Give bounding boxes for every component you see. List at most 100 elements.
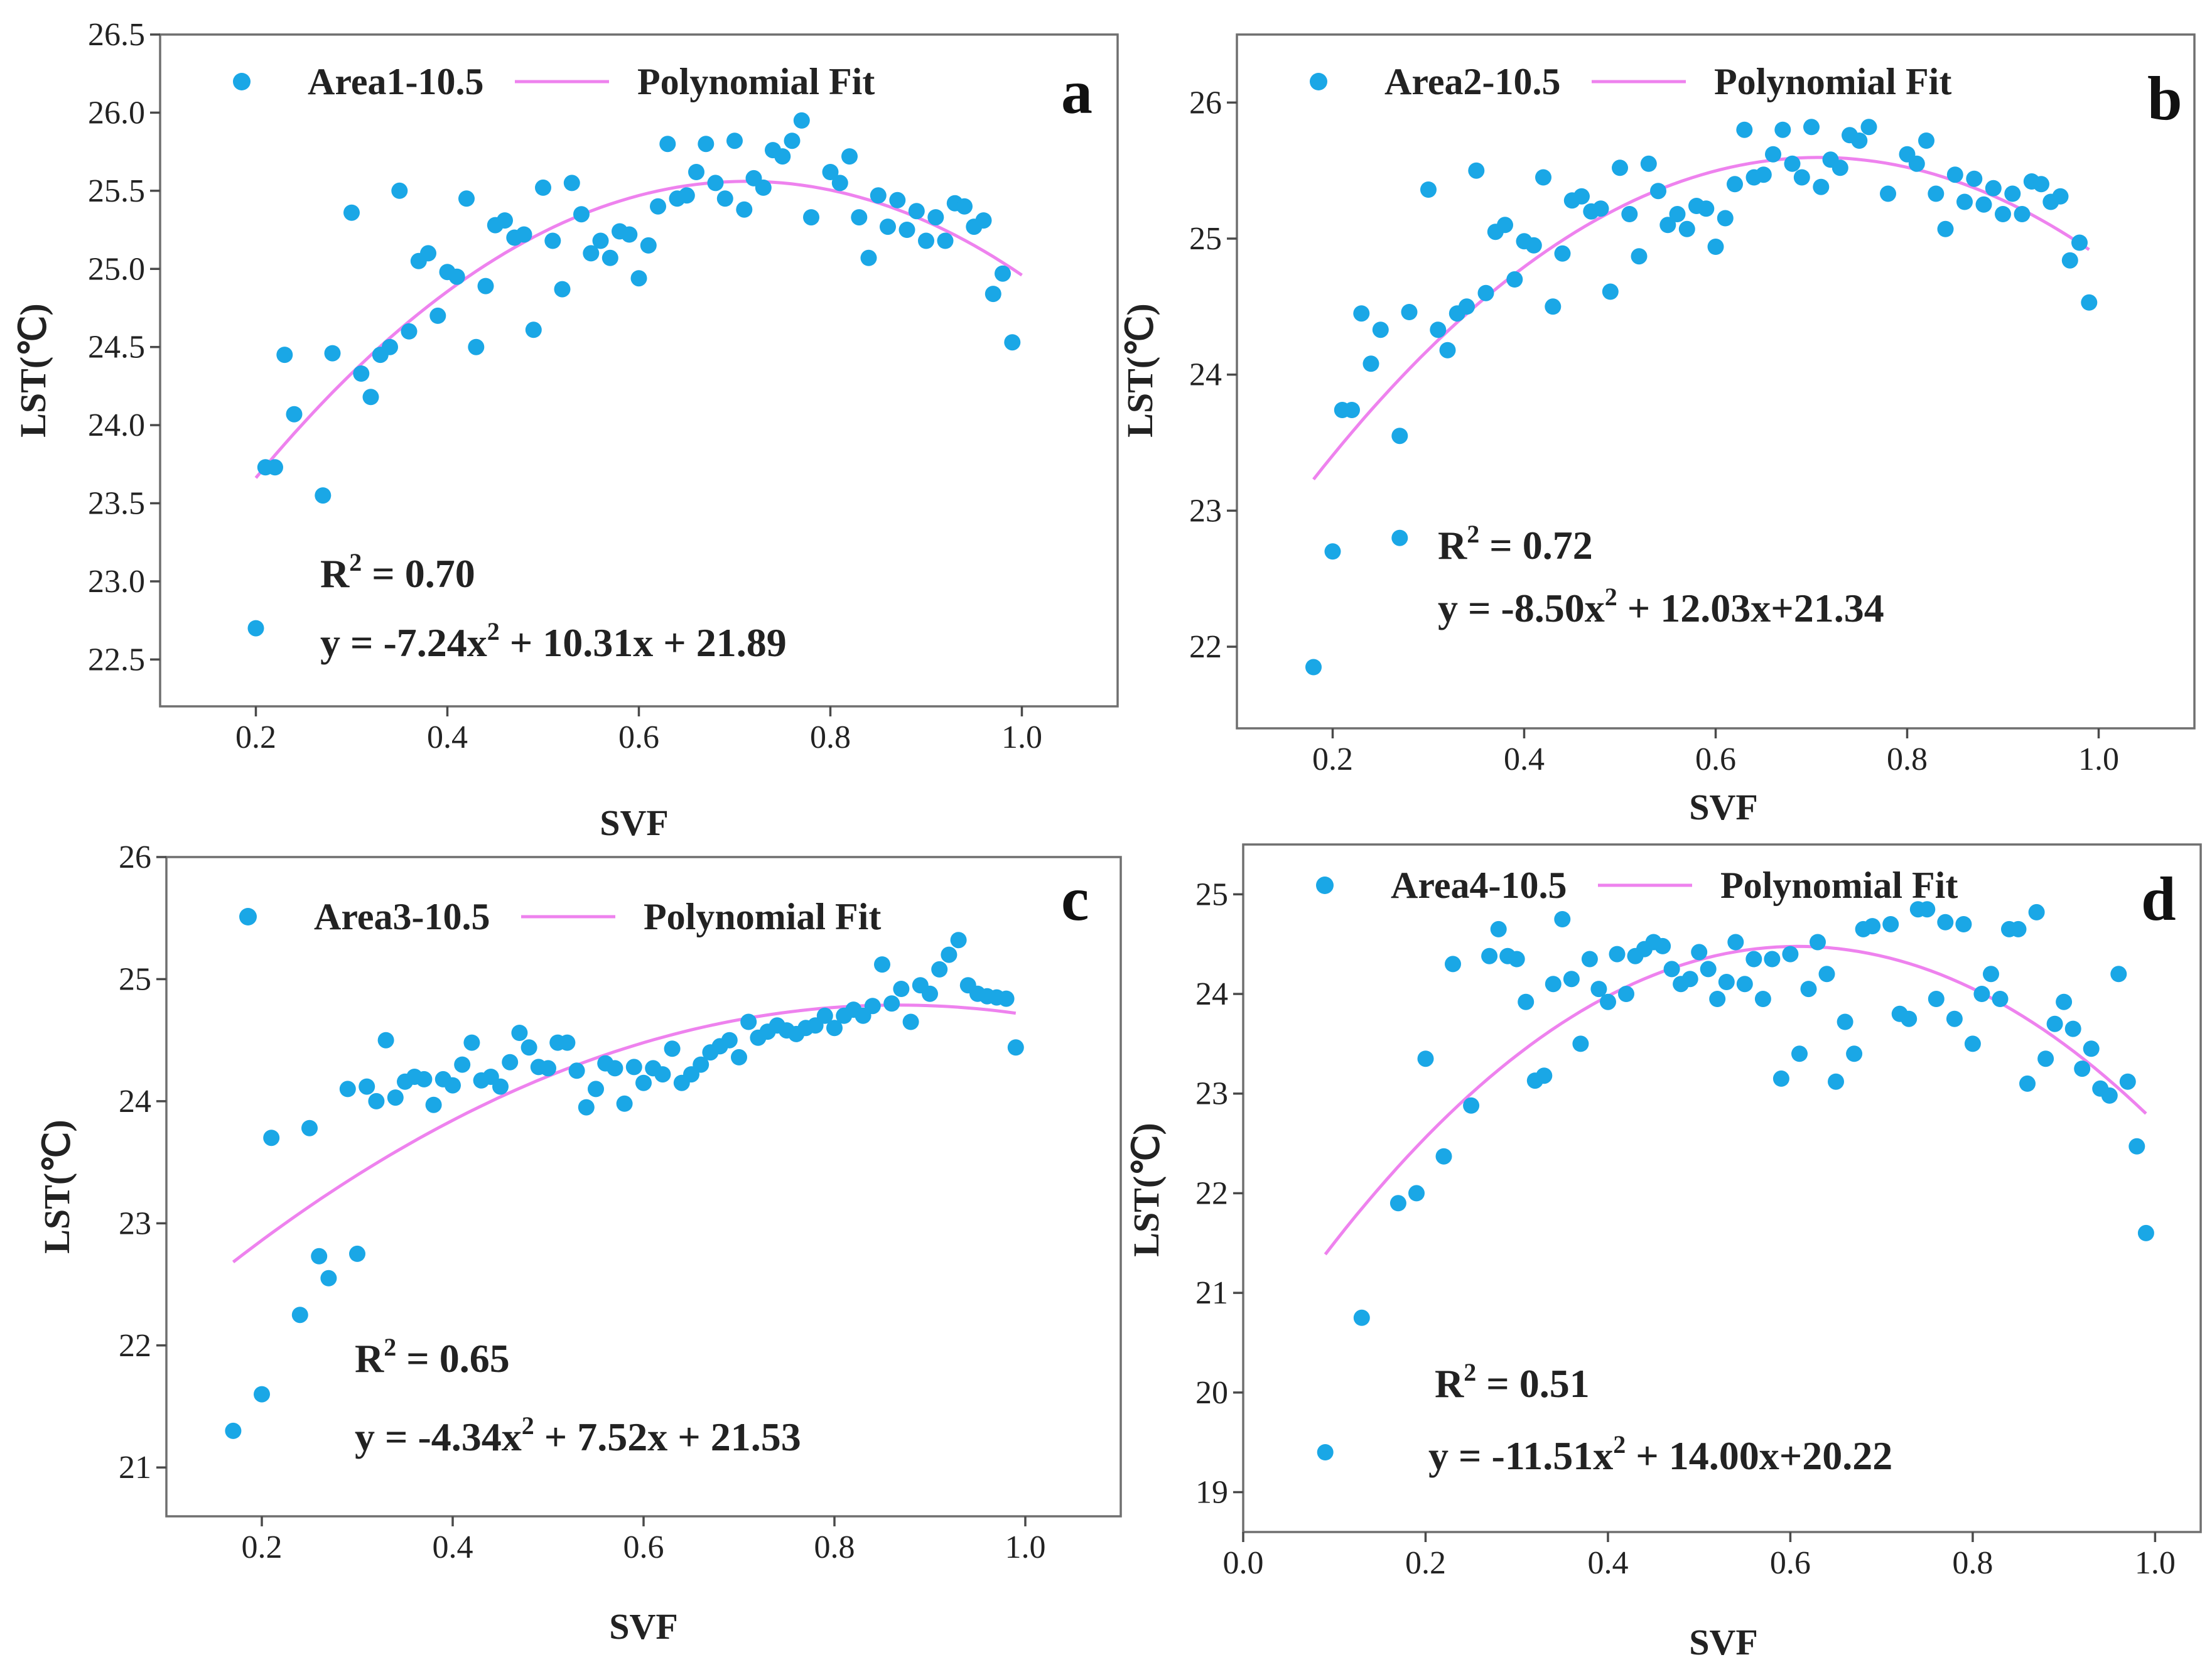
panel-b-data-point bbox=[2033, 176, 2049, 193]
panel-a-points bbox=[247, 112, 1021, 637]
panel-b-data-point bbox=[1784, 155, 1801, 172]
panel-b-axes: 0.2 0.4 0.6 0.8 1.0 22 23 24 25 26 bbox=[1189, 85, 2119, 777]
panel-d-data-point bbox=[1663, 961, 1680, 978]
panel-a-r-squared: R2 = 0.70 bbox=[320, 548, 475, 596]
panel-c-data-point bbox=[616, 1095, 633, 1112]
panel-d-data-point bbox=[2046, 1015, 2063, 1032]
panel-a-y-tick-label: 26.0 bbox=[88, 95, 145, 131]
panel-a-y-tick-label: 26.5 bbox=[88, 17, 145, 53]
panel-a-label: a bbox=[1061, 57, 1093, 127]
panel-d-data-point bbox=[2074, 1060, 2091, 1077]
panel-b-data-point bbox=[1736, 121, 1753, 138]
panel-d-data-point bbox=[1727, 934, 1744, 951]
panel-c-x-axis-label: SVF bbox=[609, 1606, 678, 1647]
panel-a-data-point bbox=[937, 232, 954, 249]
panel-b-y-tick-label: 22 bbox=[1189, 629, 1222, 665]
panel-b-data-point bbox=[1459, 298, 1475, 315]
panel-d-x-tick-label: 1.0 bbox=[2135, 1545, 2176, 1581]
panel-a-data-point bbox=[362, 389, 379, 406]
panel-b-x-tick-label: 0.6 bbox=[1695, 742, 1736, 777]
panel-a-data-point bbox=[985, 286, 1001, 303]
panel-a-plot-area bbox=[159, 33, 1119, 708]
panel-a-data-point bbox=[515, 226, 532, 243]
panel-b-label: b bbox=[2147, 63, 2182, 133]
panel-a-data-point bbox=[640, 237, 657, 254]
panel-d-data-point bbox=[2083, 1040, 2100, 1057]
panel-b-data-point bbox=[1391, 428, 1408, 445]
panel-c-x-tick-label: 0.2 bbox=[242, 1529, 283, 1565]
panel-a-axes: 0.2 0.4 0.6 0.8 1.0 22.5 23.0 23.5 24.0 24.5 25.0 2… bbox=[88, 17, 1042, 755]
panel-a-x-tick-label: 1.0 bbox=[1001, 720, 1042, 755]
panel-b-data-point bbox=[1468, 162, 1485, 179]
panel-a-data-point bbox=[698, 136, 715, 153]
panel-b: 0.2 0.4 0.6 0.8 1.0 22 23 24 25 26 Area2-10.5 Pol… bbox=[1119, 33, 2196, 828]
panel-d-data-point bbox=[1590, 981, 1607, 998]
panel-b-data-point bbox=[1793, 169, 1810, 186]
panel-b-data-point bbox=[1430, 321, 1447, 338]
panel-a-data-point bbox=[563, 175, 580, 192]
panel-d-legend-series: Area4-10.5 bbox=[1391, 865, 1567, 906]
panel-b-x-tick-label: 0.8 bbox=[1887, 742, 1928, 777]
panel-c-data-point bbox=[301, 1119, 318, 1136]
panel-b-data-point bbox=[1966, 170, 1983, 187]
panel-d-data-point bbox=[1901, 1010, 1918, 1027]
panel-b-data-point bbox=[1937, 220, 1954, 237]
panel-b-data-point bbox=[1813, 178, 1830, 195]
panel-b-data-point bbox=[1324, 543, 1341, 560]
panel-c-legend-series: Area3-10.5 bbox=[314, 896, 490, 937]
panel-c-data-point bbox=[521, 1039, 537, 1056]
panel-b-data-point bbox=[1362, 355, 1379, 372]
panel-b-data-point bbox=[1928, 185, 1945, 202]
panel-b-data-point bbox=[1908, 155, 1925, 172]
panel-c-data-point bbox=[874, 956, 890, 973]
panel-d-data-point bbox=[1481, 947, 1498, 964]
panel-d-data-point bbox=[1782, 946, 1799, 963]
panel-c-data-point bbox=[445, 1077, 461, 1094]
panel-d-data-point bbox=[1919, 901, 1936, 918]
panel-d-data-point bbox=[2119, 1073, 2136, 1090]
panel-c-data-point bbox=[387, 1089, 404, 1106]
panel-a-data-point bbox=[458, 190, 475, 207]
panel-c-data-point bbox=[492, 1078, 509, 1095]
panel-d-data-point bbox=[1810, 934, 1826, 951]
panel-b-data-point bbox=[1975, 196, 1992, 213]
panel-b-data-point bbox=[1592, 200, 1609, 217]
panel-b-data-point bbox=[1401, 304, 1418, 320]
panel-d-x-tick-label: 0.2 bbox=[1405, 1545, 1446, 1581]
panel-a-data-point bbox=[535, 179, 551, 196]
panel-c-data-point bbox=[826, 1020, 843, 1037]
panel-c-data-point bbox=[731, 1049, 747, 1065]
panel-c-data-point bbox=[625, 1059, 642, 1076]
panel-c-equation: y = -4.34x2 + 7.52x + 21.53 bbox=[355, 1411, 801, 1459]
panel-d-data-point bbox=[1992, 991, 2009, 1007]
panel-d-y-tick-label: 20 bbox=[1195, 1375, 1228, 1411]
panel-c-plot-area bbox=[165, 856, 1122, 1518]
panel-a-data-point bbox=[860, 249, 877, 266]
panel-c-data-point bbox=[540, 1060, 556, 1077]
panel-b-data-point bbox=[1832, 159, 1848, 176]
panel-b-data-point bbox=[1698, 200, 1715, 217]
panel-b-data-point bbox=[1631, 248, 1648, 265]
panel-b-y-tick-label: 23 bbox=[1189, 493, 1222, 529]
panel-a-data-point bbox=[716, 190, 733, 207]
panel-b-data-point bbox=[1621, 206, 1638, 222]
panel-d-data-point bbox=[1837, 1013, 1853, 1030]
panel-a-data-point bbox=[995, 265, 1011, 282]
panel-a-data-point bbox=[267, 459, 283, 476]
panel-c-data-point bbox=[1007, 1039, 1024, 1056]
panel-b-data-point bbox=[1755, 166, 1772, 183]
panel-a-x-tick-label: 0.6 bbox=[618, 720, 659, 755]
panel-a-legend: Area1-10.5 Polynomial Fit bbox=[233, 61, 875, 102]
panel-c-data-point bbox=[511, 1025, 528, 1041]
panel-d-y-tick-label: 25 bbox=[1195, 877, 1228, 912]
panel-a-data-point bbox=[583, 245, 600, 262]
panel-d-data-point bbox=[1353, 1309, 1370, 1326]
panel-a-data-point bbox=[659, 136, 676, 153]
panel-d-data-point bbox=[1864, 918, 1881, 935]
panel-a-data-point bbox=[286, 406, 303, 423]
panel-d-data-point bbox=[1417, 1050, 1434, 1067]
panel-a-data-point bbox=[908, 203, 925, 220]
panel-a-data-point bbox=[726, 132, 743, 149]
panel-a-x-tick-label: 0.2 bbox=[235, 720, 276, 755]
panel-a-data-point bbox=[1004, 334, 1021, 351]
